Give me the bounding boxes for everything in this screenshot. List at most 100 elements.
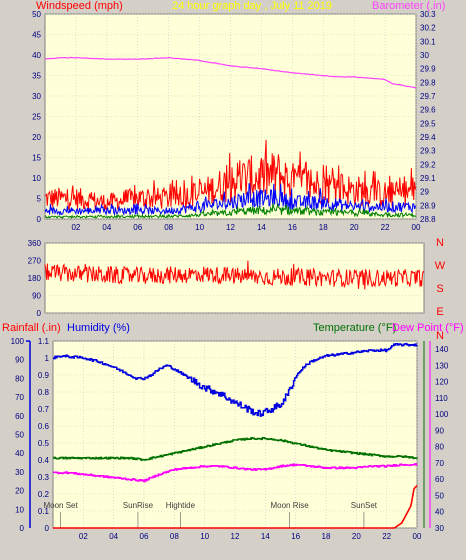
- humidity-tick-label: 50: [15, 431, 24, 440]
- windspeed-tick-label: 30: [32, 92, 41, 101]
- wind-series-min: [44, 203, 417, 220]
- wind-x-tick-label: 16: [288, 223, 297, 232]
- compass-label: W: [435, 260, 446, 272]
- dewpoint-series: [53, 463, 418, 483]
- climate-x-tick-label: 14: [261, 532, 270, 541]
- climate-x-tick-label: 10: [200, 532, 209, 541]
- humidity-tick-label: 80: [15, 374, 24, 383]
- wind-x-tick-label: 22: [381, 223, 390, 232]
- wind-x-tick-label: 02: [71, 223, 80, 232]
- climate-x-tick-label: 02: [79, 532, 88, 541]
- temperature-tick-label: 130: [435, 361, 449, 370]
- humidity-axis-label: Humidity (%): [67, 322, 130, 334]
- temperature-tick-label: 80: [435, 443, 444, 452]
- barometer-tick-label: 29.8: [420, 78, 436, 87]
- windspeed-tick-label: 20: [32, 133, 41, 142]
- rainfall-tick-label: 0.7: [38, 405, 50, 414]
- event-label: SunRise: [123, 501, 154, 510]
- barometer-tick-label: 29.9: [420, 65, 436, 74]
- event-label: Hightide: [166, 501, 196, 510]
- humidity-tick-label: 20: [15, 487, 24, 496]
- temperature-tick-label: 30: [435, 524, 444, 533]
- windspeed-tick-label: 10: [32, 174, 41, 183]
- humidity-tick-label: 40: [15, 449, 24, 458]
- barometer-tick-label: 29.2: [420, 160, 436, 169]
- barometer-tick-label: 28.9: [420, 201, 436, 210]
- rainfall-tick-label: 0.3: [38, 473, 50, 482]
- windspeed-tick-label: 15: [32, 154, 41, 163]
- temperature-axis-label: Temperature (°F): [313, 322, 396, 334]
- rainfall-tick-label: 0.8: [38, 388, 50, 397]
- wind-series-avg: [44, 182, 417, 217]
- climate-x-tick-label: 18: [322, 532, 331, 541]
- rainfall-tick-label: 0.4: [38, 456, 50, 465]
- barometer-tick-label: 29: [420, 188, 429, 197]
- barometer-tick-label: 29.5: [420, 119, 436, 128]
- wind-x-tick-label: 08: [164, 223, 173, 232]
- climate-x-tick-label: 04: [109, 532, 118, 541]
- rain-series: [53, 484, 418, 529]
- windspeed-tick-label: 5: [37, 195, 42, 204]
- temperature-tick-label: 100: [435, 410, 449, 419]
- temperature-tick-label: 90: [435, 426, 444, 435]
- humidity-tick-label: 10: [15, 505, 24, 514]
- rainfall-tick-label: 0: [45, 524, 50, 533]
- climate-x-tick-label: 06: [140, 532, 149, 541]
- temperature-tick-label: 60: [435, 475, 444, 484]
- barometer-tick-label: 29.3: [420, 147, 436, 156]
- humidity-tick-label: 90: [15, 356, 24, 365]
- chart-layer: 02 04 06 08 10 12 14 16 18 20 22 000510152025303540…: [11, 10, 449, 541]
- windspeed-tick-label: 0: [37, 215, 42, 224]
- climate-x-tick-label: 00: [413, 532, 422, 541]
- climate-x-tick-label: 16: [291, 532, 300, 541]
- wind-x-tick-label: 20: [350, 223, 359, 232]
- rainfall-tick-label: 1: [45, 354, 50, 363]
- windspeed-tick-label: 25: [32, 113, 41, 122]
- climate-x-tick-label: 22: [382, 532, 391, 541]
- rainfall-axis-label: Rainfall (.in): [2, 322, 61, 334]
- rainfall-tick-label: 0.6: [38, 422, 50, 431]
- rainfall-tick-label: 0.2: [38, 490, 50, 499]
- wind-x-tick-label: 00: [412, 223, 421, 232]
- temperature-tick-label: 120: [435, 378, 449, 387]
- windspeed-tick-label: 40: [32, 51, 41, 60]
- barometer-tick-label: 30.1: [420, 37, 436, 46]
- temperature-tick-label: 40: [435, 508, 444, 517]
- barometer-tick-label: 29.7: [420, 92, 436, 101]
- rainfall-tick-label: 1.1: [38, 337, 50, 346]
- event-label: SunSet: [351, 501, 378, 510]
- direction-tick-label: 180: [28, 274, 42, 283]
- rainfall-tick-label: 0.1: [38, 507, 50, 516]
- temperature-tick-label: 140: [435, 345, 449, 354]
- dewpoint-axis-label: Dew Point (°F): [392, 322, 464, 334]
- direction-series: [44, 260, 425, 290]
- compass-label: E: [436, 306, 443, 318]
- humidity-tick-label: 30: [15, 468, 24, 477]
- barometer-tick-label: 29.1: [420, 174, 436, 183]
- barometer-tick-label: 29.4: [420, 133, 436, 142]
- wind-x-tick-label: 14: [257, 223, 266, 232]
- barometer-tick-label: 28.8: [420, 215, 436, 224]
- event-label: Moon Rise: [270, 501, 309, 510]
- wind-x-tick-label: 10: [195, 223, 204, 232]
- climate-x-tick-label: 20: [352, 532, 361, 541]
- direction-tick-label: 270: [28, 257, 42, 266]
- humidity-tick-label: 0: [20, 524, 25, 533]
- compass-label: S: [436, 283, 443, 295]
- wind-x-tick-label: 04: [102, 223, 111, 232]
- direction-tick-label: 360: [28, 239, 42, 248]
- humidity-tick-label: 100: [11, 337, 25, 346]
- windspeed-tick-label: 45: [32, 31, 41, 40]
- event-label: Moon Set: [43, 501, 78, 510]
- compass-label: N: [436, 330, 444, 342]
- barometer-tick-label: 30.2: [420, 24, 436, 33]
- humidity-tick-label: 60: [15, 412, 24, 421]
- wind-x-tick-label: 18: [319, 223, 328, 232]
- graph-title: 24 hour graph day , July 11 2019: [172, 0, 332, 12]
- wind-x-tick-label: 12: [226, 223, 235, 232]
- static-layer: Windspeed (mph) 24 hour graph day , July…: [2, 0, 464, 334]
- temperature-tick-label: 50: [435, 491, 444, 500]
- windspeed-tick-label: 35: [32, 72, 41, 81]
